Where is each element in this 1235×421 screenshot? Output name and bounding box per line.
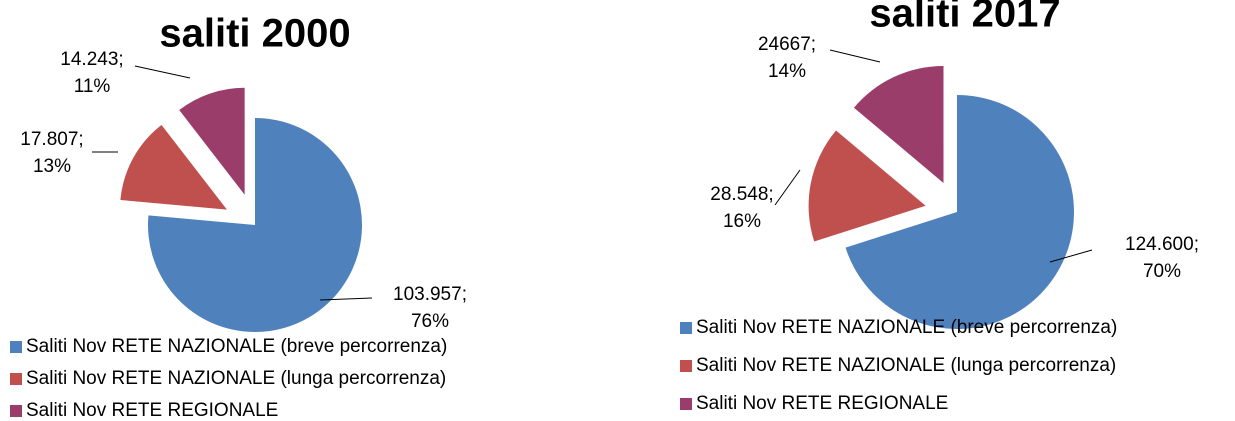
legend-label: Saliti Nov RETE NAZIONALE (breve percorr… [696, 317, 1117, 338]
legend-marker [10, 405, 22, 417]
legend-label: Saliti Nov RETE NAZIONALE (breve percorr… [26, 336, 447, 357]
legend-label: Saliti Nov RETE NAZIONALE (lunga percorr… [26, 368, 446, 389]
pie-slice [853, 65, 944, 183]
percent-label: 11% [74, 76, 111, 97]
percent-label: 13% [33, 156, 71, 177]
data-label: 124.600; [1125, 234, 1199, 255]
legend-label: Saliti Nov RETE REGIONALE [696, 393, 948, 414]
pie-slice [845, 95, 1074, 329]
legend-marker [680, 360, 692, 372]
chart-title: saliti 2000 [159, 12, 350, 56]
legend-marker [680, 322, 692, 334]
data-label: 103.957; [393, 284, 467, 305]
chart-title: saliti 2017 [869, 0, 1060, 36]
legend-label: Saliti Nov RETE REGIONALE [26, 400, 278, 421]
leader-line [134, 65, 191, 79]
legend-marker [10, 341, 22, 353]
legend-marker [680, 398, 692, 410]
data-label: 14.243; [60, 49, 123, 70]
pie-slice [120, 124, 227, 210]
pie-slice [179, 87, 245, 195]
data-label: 24667; [758, 34, 816, 55]
pie-slice [808, 130, 926, 242]
leader-line [829, 49, 881, 63]
data-label: 17.807; [20, 129, 83, 150]
percent-label: 70% [1143, 261, 1181, 282]
data-label: 28.548; [710, 184, 773, 205]
percent-label: 16% [723, 211, 761, 232]
legend-marker [10, 373, 22, 385]
leader-line [1049, 249, 1093, 263]
pie-slice [148, 118, 363, 332]
percent-label: 14% [768, 61, 806, 82]
legend-label: Saliti Nov RETE NAZIONALE (lunga percorr… [696, 355, 1116, 376]
leader-line [774, 169, 801, 206]
leader-line [319, 297, 373, 301]
percent-label: 76% [411, 311, 449, 332]
